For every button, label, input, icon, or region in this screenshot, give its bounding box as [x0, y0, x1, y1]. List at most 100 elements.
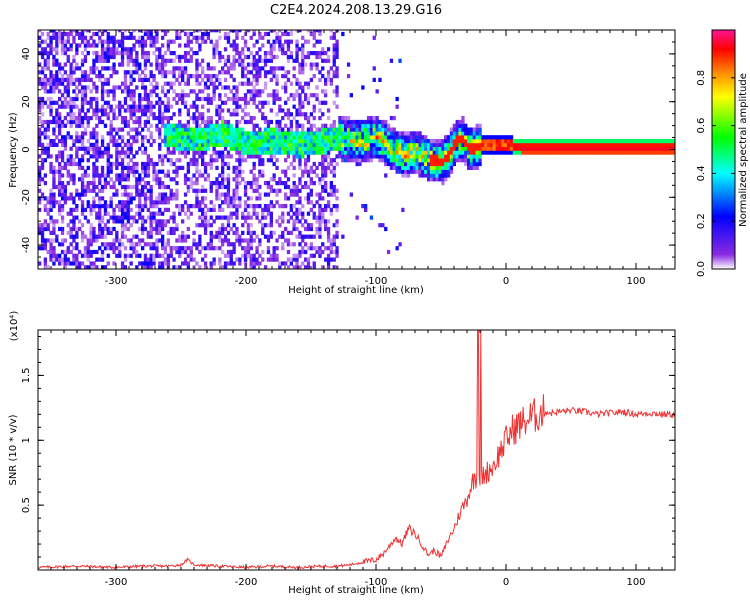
spectrogram-y-tick-label: 0 — [21, 146, 32, 152]
heatmap-cell — [275, 77, 279, 82]
heatmap-cell — [181, 230, 185, 235]
heatmap-cell — [223, 234, 228, 239]
heatmap-cell — [80, 146, 85, 151]
heatmap-cell — [75, 242, 79, 247]
heatmap-cell — [263, 223, 268, 228]
heatmap-cell — [95, 85, 99, 90]
heatmap-cell — [232, 223, 236, 228]
heatmap-cell — [86, 116, 90, 121]
heatmap-cell — [63, 100, 67, 105]
heatmap-cell — [203, 223, 208, 228]
heatmap-cell — [421, 169, 425, 174]
heatmap-cell — [186, 165, 190, 170]
heatmap-cell — [215, 119, 219, 125]
heatmap-cell — [161, 139, 165, 144]
heatmap-cell — [112, 70, 116, 75]
heatmap-cell — [232, 62, 236, 67]
heatmap-cell — [324, 81, 328, 86]
heatmap-cell — [212, 139, 216, 144]
heatmap-cell — [46, 207, 50, 212]
heatmap-cell — [120, 81, 125, 86]
heatmap-cell — [295, 112, 299, 117]
heatmap-cell — [332, 43, 336, 48]
heatmap-cell — [83, 215, 88, 220]
heatmap-cell — [183, 200, 188, 205]
heatmap-cell — [86, 100, 90, 105]
heatmap-cell — [332, 35, 336, 40]
heatmap-cell — [40, 142, 45, 147]
heatmap-cell — [86, 146, 90, 151]
heatmap-cell — [203, 204, 208, 209]
heatmap-cell — [306, 81, 311, 86]
heatmap-cell — [46, 54, 50, 60]
heatmap-cell — [120, 119, 125, 125]
heatmap-cell — [203, 146, 208, 151]
heatmap-cell — [329, 139, 333, 144]
heatmap-cell — [258, 192, 262, 197]
heatmap-cell — [146, 165, 150, 170]
heatmap-cell — [189, 257, 193, 262]
heatmap-cell — [261, 35, 265, 40]
heatmap-cell — [80, 30, 85, 33]
heatmap-cell — [155, 93, 159, 98]
heatmap-cell — [332, 173, 336, 178]
heatmap-cell — [292, 192, 296, 197]
heatmap-cell — [455, 127, 459, 132]
heatmap-cell — [507, 150, 511, 155]
heatmap-cell — [43, 204, 47, 209]
heatmap-cell — [120, 31, 125, 37]
heatmap-cell — [163, 127, 168, 132]
heatmap-cell — [201, 104, 205, 109]
heatmap-cell — [58, 112, 62, 117]
heatmap-cell — [252, 31, 256, 37]
heatmap-cell — [186, 35, 190, 40]
heatmap-cell — [432, 139, 436, 144]
heatmap-cell — [135, 51, 139, 56]
heatmap-cell — [598, 150, 602, 155]
heatmap-cell — [452, 127, 456, 132]
heatmap-cell — [92, 62, 96, 67]
heatmap-cell — [358, 127, 362, 132]
heatmap-cell — [324, 77, 328, 82]
heatmap-cell — [306, 154, 311, 159]
heatmap-cell — [306, 54, 311, 60]
heatmap-cell — [60, 249, 65, 255]
heatmap-cell — [335, 74, 339, 79]
heatmap-cell — [406, 154, 411, 159]
heatmap-cell — [149, 192, 153, 197]
heatmap-cell — [60, 100, 65, 105]
heatmap-cell — [458, 154, 462, 159]
heatmap-cell — [169, 142, 173, 147]
heatmap-cell — [226, 230, 231, 235]
heatmap-cell — [412, 131, 416, 136]
heatmap-cell — [266, 238, 271, 243]
heatmap-cell — [166, 257, 170, 262]
heatmap-cell — [186, 207, 190, 212]
heatmap-cell — [129, 192, 133, 197]
heatmap-cell — [109, 51, 113, 56]
heatmap-cell — [258, 135, 262, 140]
heatmap-cell — [152, 85, 156, 90]
heatmap-cell — [223, 192, 228, 197]
heatmap-cell — [89, 207, 93, 212]
heatmap-cell — [275, 146, 279, 151]
heatmap-cell — [195, 62, 199, 67]
heatmap-cell — [60, 135, 65, 140]
heatmap-cell — [232, 146, 236, 151]
heatmap-cell — [275, 35, 279, 40]
heatmap-cell — [469, 127, 474, 132]
heatmap-cell — [135, 192, 139, 197]
heatmap-cell — [655, 146, 660, 151]
heatmap-cell — [163, 246, 168, 251]
heatmap-cell — [109, 123, 113, 128]
heatmap-cell — [118, 242, 122, 247]
heatmap-cell — [181, 165, 185, 170]
heatmap-cell — [249, 242, 253, 247]
heatmap-cell — [570, 139, 574, 144]
heatmap-cell — [226, 253, 231, 258]
heatmap-cell — [206, 161, 210, 167]
heatmap-cell — [324, 181, 328, 186]
heatmap-cell — [529, 139, 534, 144]
heatmap-cell — [418, 146, 422, 151]
heatmap-cell — [418, 165, 422, 170]
